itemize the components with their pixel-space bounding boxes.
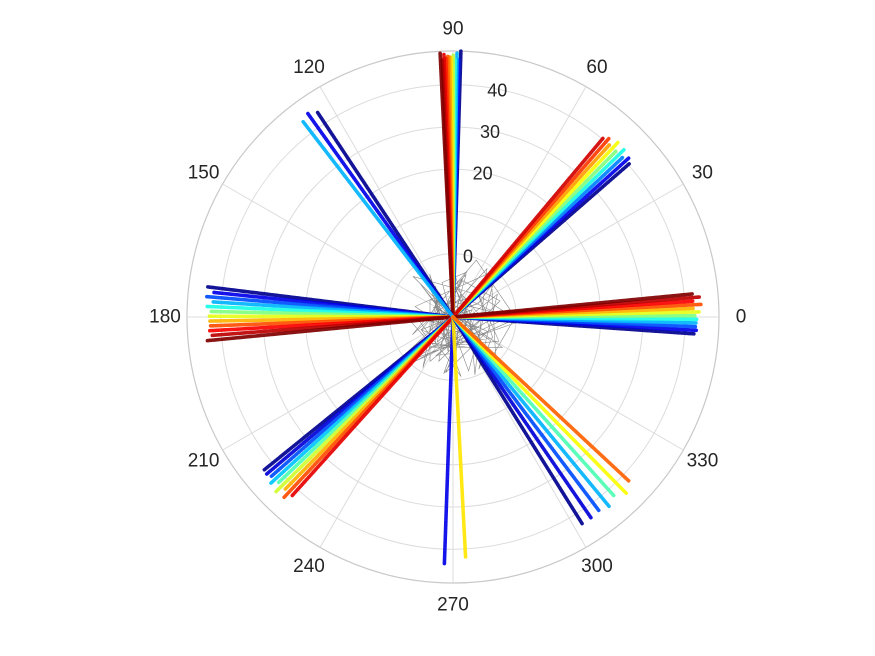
series-ray: [451, 292, 695, 319]
series-ray: [438, 50, 455, 319]
r-tick-label: 20: [473, 163, 493, 183]
theta-tick-label: 240: [293, 556, 325, 577]
series-ray: [205, 315, 455, 343]
theta-tick-label: 300: [581, 556, 613, 577]
grid-spoke: [222, 183, 454, 318]
series-ray: [451, 315, 631, 483]
series-group: [301, 110, 455, 319]
r-tick-label: 0: [463, 247, 473, 267]
theta-tick-label: 60: [586, 57, 607, 78]
theta-tick-label: 150: [188, 163, 220, 184]
series-group: [451, 315, 631, 526]
grid-spoke: [452, 86, 587, 318]
series-group: [262, 315, 455, 500]
series-ray: [451, 136, 605, 319]
theta-tick-label: 270: [437, 595, 469, 616]
series-ray: [451, 315, 617, 499]
series-group: [438, 49, 463, 319]
series-ray: [442, 315, 455, 566]
r-tick-labels: 0 20 30 40: [463, 80, 507, 266]
theta-tick-label: 180: [149, 307, 181, 328]
theta-tick-label: 120: [293, 57, 325, 78]
series-ray: [301, 119, 455, 319]
series-group: [451, 135, 632, 319]
series-group: [451, 292, 703, 336]
theta-tick-label: 30: [692, 163, 713, 184]
r-tick-label: 30: [480, 122, 500, 142]
series-ray: [451, 315, 601, 513]
grid-spoke: [319, 316, 454, 548]
theta-tick-label: 210: [188, 451, 220, 472]
r-tick-label: 40: [487, 80, 507, 100]
grid-spoke: [222, 316, 454, 451]
grid-spoke: [452, 183, 684, 318]
series-group: [203, 284, 455, 343]
theta-tick-label: 0: [736, 307, 747, 328]
grid-spoke: [319, 86, 454, 318]
series-ray: [451, 315, 468, 560]
series-ray: [289, 315, 455, 498]
theta-tick-label: 330: [687, 451, 719, 472]
series-group: [442, 315, 468, 566]
data-series: [203, 49, 703, 566]
theta-tick-label: 90: [442, 19, 463, 40]
